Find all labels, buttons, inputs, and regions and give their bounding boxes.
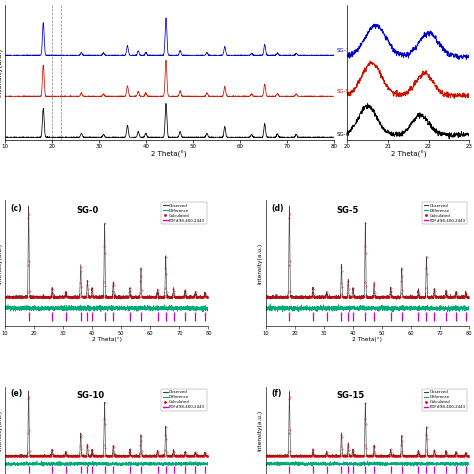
- Y-axis label: Intensity(a.u.): Intensity(a.u.): [0, 243, 2, 284]
- Legend: Observed, Difference, Calculated, PDF#98-400-2443: Observed, Difference, Calculated, PDF#98…: [162, 202, 207, 224]
- Text: SG-0: SG-0: [76, 207, 98, 216]
- Y-axis label: Intensity(a.u.): Intensity(a.u.): [258, 243, 263, 284]
- X-axis label: 2 Theta(°): 2 Theta(°): [391, 150, 426, 157]
- Text: (c): (c): [11, 204, 22, 213]
- Y-axis label: Intensity(a.u.): Intensity(a.u.): [0, 410, 2, 451]
- Text: (f): (f): [272, 390, 282, 399]
- X-axis label: 2 Theta(°): 2 Theta(°): [152, 150, 187, 157]
- Text: SG-10: SG-10: [336, 48, 353, 53]
- Text: SG-0: SG-0: [336, 132, 349, 137]
- Text: SG-15: SG-15: [337, 391, 365, 400]
- Legend: Observed, Difference, Calculated, PDF#98-400-2443: Observed, Difference, Calculated, PDF#98…: [422, 389, 467, 411]
- Y-axis label: Intensity(a.u.): Intensity(a.u.): [258, 410, 263, 451]
- Text: SG-10: SG-10: [76, 391, 104, 400]
- Y-axis label: Intensity(a.u.): Intensity(a.u.): [0, 47, 2, 97]
- Text: SG-5: SG-5: [337, 207, 359, 216]
- Legend: Observed, Difference, Calculated, PDF#98-400-2443: Observed, Difference, Calculated, PDF#98…: [422, 202, 467, 224]
- Text: (e): (e): [11, 390, 23, 399]
- X-axis label: 2 Theta(°): 2 Theta(°): [91, 337, 122, 342]
- X-axis label: 2 Theta(°): 2 Theta(°): [352, 337, 383, 342]
- Legend: Observed, Difference, Calculated, PDF#98-400-2443: Observed, Difference, Calculated, PDF#98…: [162, 389, 207, 411]
- Text: SG-5: SG-5: [336, 89, 349, 94]
- Text: (d): (d): [272, 204, 284, 213]
